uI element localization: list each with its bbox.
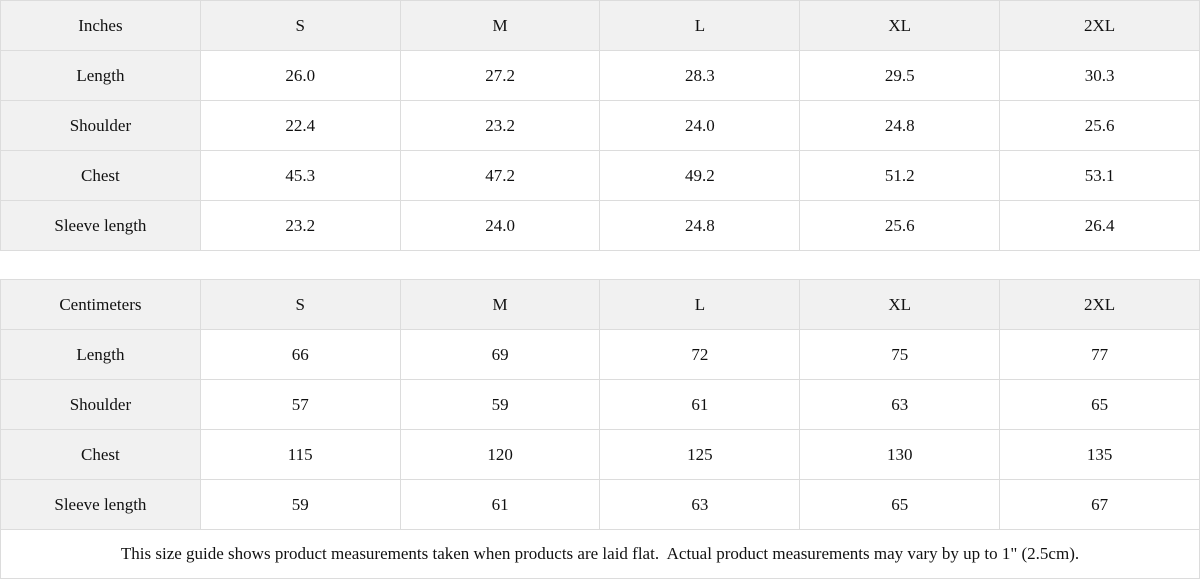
value-cell: 45.3	[199, 150, 401, 201]
value-cell: 24.0	[399, 200, 601, 251]
value-cell: 65	[999, 379, 1200, 430]
value-cell: 47.2	[399, 150, 601, 201]
row-label-cell: Shoulder	[0, 100, 201, 151]
value-cell: 61	[399, 479, 601, 530]
unit-header-cell: Centimeters	[0, 279, 201, 330]
size-header-cell: L	[599, 0, 801, 51]
value-cell: 135	[999, 429, 1200, 480]
size-header-cell: M	[399, 279, 601, 330]
value-cell: 22.4	[199, 100, 401, 151]
row-label-cell: Chest	[0, 429, 201, 480]
row-label-cell: Length	[0, 329, 201, 380]
table-row: Sleeve length 23.2 24.0 24.8 25.6 26.4	[0, 200, 1200, 251]
footer-note: This size guide shows product measuremen…	[0, 529, 1200, 579]
size-header-cell: L	[599, 279, 801, 330]
header-row: Inches S M L XL 2XL	[0, 0, 1200, 51]
value-cell: 120	[399, 429, 601, 480]
table-row: Chest 115 120 125 130 135	[0, 429, 1200, 480]
value-cell: 30.3	[999, 50, 1200, 101]
value-cell: 115	[199, 429, 401, 480]
table-row: Length 26.0 27.2 28.3 29.5 30.3	[0, 50, 1200, 101]
header-row: Centimeters S M L XL 2XL	[0, 279, 1200, 330]
value-cell: 51.2	[799, 150, 1001, 201]
value-cell: 77	[999, 329, 1200, 380]
size-header-cell: XL	[799, 0, 1001, 51]
value-cell: 65	[799, 479, 1001, 530]
size-header-cell: XL	[799, 279, 1001, 330]
value-cell: 24.8	[799, 100, 1001, 151]
value-cell: 125	[599, 429, 801, 480]
size-header-cell: S	[199, 0, 401, 51]
value-cell: 69	[399, 329, 601, 380]
value-cell: 63	[599, 479, 801, 530]
value-cell: 59	[199, 479, 401, 530]
unit-header-cell: Inches	[0, 0, 201, 51]
size-header-cell: 2XL	[999, 279, 1200, 330]
value-cell: 63	[799, 379, 1001, 430]
value-cell: 26.4	[999, 200, 1200, 251]
value-cell: 27.2	[399, 50, 601, 101]
footer-row: This size guide shows product measuremen…	[0, 529, 1200, 579]
table-spacer	[0, 251, 1200, 279]
row-label-cell: Sleeve length	[0, 479, 201, 530]
value-cell: 130	[799, 429, 1001, 480]
row-label-cell: Chest	[0, 150, 201, 201]
value-cell: 57	[199, 379, 401, 430]
row-label-cell: Shoulder	[0, 379, 201, 430]
size-table-inches: Inches S M L XL 2XL Length 26.0 27.2 28.3 29.5 30.3…	[0, 0, 1200, 251]
value-cell: 72	[599, 329, 801, 380]
table-row: Sleeve length 59 61 63 65 67	[0, 479, 1200, 530]
row-label-cell: Length	[0, 50, 201, 101]
table-row: Shoulder 57 59 61 63 65	[0, 379, 1200, 430]
table-row: Chest 45.3 47.2 49.2 51.2 53.1	[0, 150, 1200, 201]
size-header-cell: M	[399, 0, 601, 51]
value-cell: 28.3	[599, 50, 801, 101]
value-cell: 49.2	[599, 150, 801, 201]
value-cell: 75	[799, 329, 1001, 380]
value-cell: 26.0	[199, 50, 401, 101]
value-cell: 24.8	[599, 200, 801, 251]
value-cell: 23.2	[199, 200, 401, 251]
value-cell: 59	[399, 379, 601, 430]
value-cell: 23.2	[399, 100, 601, 151]
table-row: Shoulder 22.4 23.2 24.0 24.8 25.6	[0, 100, 1200, 151]
value-cell: 61	[599, 379, 801, 430]
value-cell: 53.1	[999, 150, 1200, 201]
value-cell: 25.6	[799, 200, 1001, 251]
size-header-cell: 2XL	[999, 0, 1200, 51]
value-cell: 25.6	[999, 100, 1200, 151]
value-cell: 67	[999, 479, 1200, 530]
value-cell: 24.0	[599, 100, 801, 151]
table-row: Length 66 69 72 75 77	[0, 329, 1200, 380]
size-table-centimeters: Centimeters S M L XL 2XL Length 66 69 72 75 77 Shoul…	[0, 279, 1200, 579]
value-cell: 29.5	[799, 50, 1001, 101]
size-header-cell: S	[199, 279, 401, 330]
value-cell: 66	[199, 329, 401, 380]
row-label-cell: Sleeve length	[0, 200, 201, 251]
